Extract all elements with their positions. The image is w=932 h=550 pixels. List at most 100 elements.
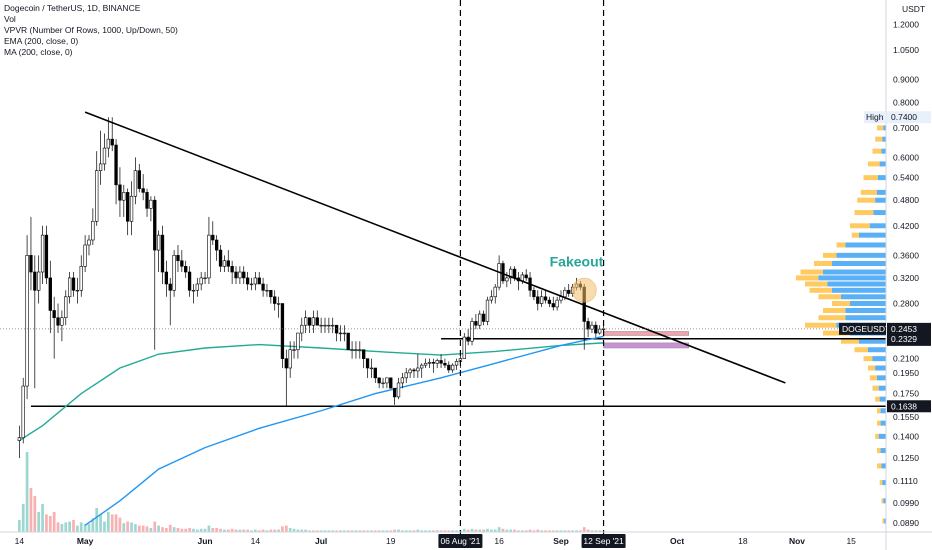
volume-bar: [482, 529, 485, 532]
price-tag-bg: [887, 322, 931, 335]
vpvr-row-down: [854, 210, 874, 216]
candle-body: [373, 367, 377, 379]
volume-bar: [559, 530, 563, 532]
price-tick-label: 0.3600: [893, 250, 919, 260]
time-tick-label: 14: [15, 536, 25, 546]
vpvr-row-down: [877, 463, 882, 469]
volume-bar: [168, 524, 172, 532]
volume-bar: [106, 512, 110, 532]
price-tick-label: 1.0500: [893, 45, 919, 55]
candle-body: [164, 271, 169, 285]
volume-bar: [304, 529, 308, 532]
price-tag-value: 0.2453: [891, 324, 917, 334]
candle-body: [381, 382, 385, 385]
vpvr-row-down: [805, 322, 837, 328]
time-tick-label: Nov: [789, 536, 805, 546]
vpvr-row-down: [814, 260, 832, 266]
volume-bar: [68, 521, 71, 532]
candle-body: [501, 263, 505, 282]
vpvr-row-up: [823, 269, 886, 275]
candle-body: [245, 277, 250, 285]
candle-body: [543, 296, 548, 301]
candle-body: [122, 192, 126, 201]
legend-ema[interactable]: EMA (200, close, 0): [4, 36, 79, 46]
candle-body: [83, 244, 87, 267]
volume-bar: [250, 530, 253, 532]
vpvr-row-down: [882, 518, 885, 524]
vpvr-row-down: [796, 275, 819, 281]
candle-body: [416, 367, 420, 372]
high-tag-label: High: [866, 112, 884, 122]
vpvr-row-down: [805, 281, 828, 287]
price-tick-label: 0.8000: [893, 97, 919, 107]
vpvr-row-up: [878, 385, 886, 391]
volume-bar: [513, 529, 516, 532]
volume-bar: [172, 527, 176, 532]
vpvr-row-down: [809, 287, 832, 293]
candle-body: [114, 144, 118, 186]
vpvr-row-down: [800, 269, 823, 275]
candle-body: [420, 364, 424, 369]
volume-bar: [246, 529, 249, 532]
volume-bar: [524, 530, 528, 532]
candle-body: [48, 277, 52, 311]
candle-body: [56, 317, 60, 326]
legend-ma[interactable]: MA (200, close, 0): [4, 47, 73, 57]
vpvr-row-up: [884, 518, 886, 524]
candle-body: [404, 372, 408, 379]
volume-bar: [389, 530, 393, 532]
legend-vol[interactable]: Vol: [4, 14, 16, 24]
price-tick-label: 0.2100: [893, 354, 919, 364]
candle-body: [79, 265, 83, 291]
time-tick-label: Sep: [553, 536, 569, 546]
volume-bar: [404, 530, 408, 532]
volume-bar: [253, 529, 257, 532]
price-tag-bg: [887, 332, 931, 345]
price-tag-value: 0.2329: [891, 334, 917, 344]
volume-bar: [33, 496, 37, 532]
candle-body: [354, 349, 358, 351]
vpvr-row-down: [850, 223, 870, 229]
volume-bar: [551, 530, 555, 532]
vpvr-row-up: [859, 232, 886, 238]
candle-body: [242, 271, 246, 279]
price-tick-label: 0.1250: [893, 453, 919, 463]
volume-bar: [323, 530, 327, 532]
volume-bar: [292, 528, 296, 532]
candle-body: [358, 349, 362, 351]
candle-body: [137, 170, 141, 189]
candle-body: [98, 163, 103, 171]
volume-bar: [300, 529, 304, 532]
candle-body: [423, 362, 428, 366]
vpvr-row-up: [877, 189, 886, 195]
volume-bar: [370, 530, 373, 532]
candle-body: [195, 283, 199, 291]
vpvr-row-up: [880, 408, 886, 414]
vpvr-row-up: [841, 294, 886, 300]
candle-body: [512, 268, 517, 279]
candle-body: [67, 277, 72, 298]
candle-body: [454, 361, 459, 366]
candle-body: [474, 321, 478, 326]
symbol-tag-label: DOGEUSDT: [842, 324, 890, 334]
vpvr-row-down: [877, 408, 881, 414]
vpvr-row-down: [875, 136, 883, 142]
volume-bar: [95, 508, 99, 532]
volume-bar: [342, 530, 346, 532]
volume-bar: [350, 530, 354, 532]
vpvr-row-up: [872, 356, 886, 362]
candle-body: [292, 349, 296, 351]
volume-bar: [41, 504, 44, 532]
volume-bar: [431, 530, 435, 532]
vpvr-row-up: [836, 252, 886, 258]
candle-body: [524, 274, 528, 279]
vpvr-row-down: [868, 161, 880, 167]
candle-body: [269, 289, 273, 298]
time-tick-label: 15: [846, 536, 856, 546]
symbol-tag-bg: [839, 322, 886, 335]
candle-body: [249, 283, 254, 286]
candle-body: [60, 317, 64, 326]
legend-vpvr[interactable]: VPVR (Number Of Rows, 1000, Up/Down, 50): [4, 25, 178, 35]
vpvr-row-down: [841, 338, 859, 344]
